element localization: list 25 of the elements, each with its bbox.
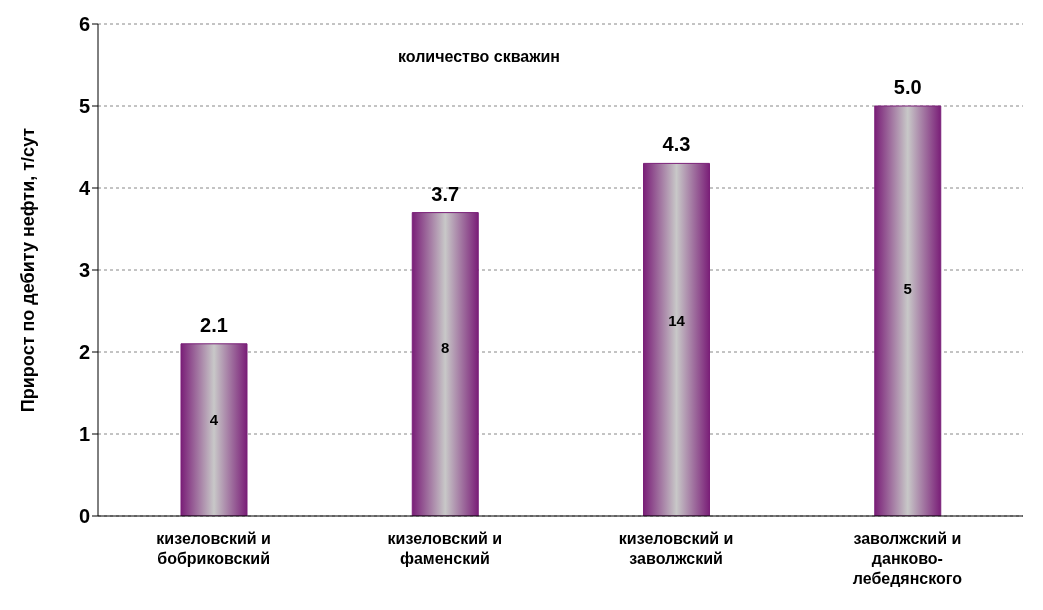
- annotation: 8: [441, 339, 450, 357]
- y-tick-label: 5: [78, 95, 90, 118]
- x-tick-label: кизеловский и заволжский: [618, 530, 734, 567]
- annotation: 5: [903, 280, 912, 298]
- annotation: количество скважин: [398, 48, 560, 66]
- data-label: 2.1: [200, 313, 228, 336]
- bar: [180, 343, 248, 516]
- data-label: 5.0: [893, 76, 922, 98]
- y-tick-label: 3: [78, 259, 90, 282]
- x-tick-label: кизеловский и фаменский: [387, 530, 503, 567]
- bar: [874, 105, 942, 516]
- x-tick-label: кизеловский и бобриковский: [156, 530, 271, 567]
- y-axis-title: Прирост по дебиту нефти, т/сут: [18, 127, 39, 413]
- y-tick-label: 4: [78, 177, 91, 200]
- y-tick-label: 0: [78, 505, 90, 528]
- data-label: 4.3: [662, 133, 691, 156]
- data-label: 3.7: [431, 182, 460, 205]
- annotation: 4: [209, 411, 219, 429]
- x-tick-label: заволжский и данково-лебедянского: [852, 530, 963, 587]
- y-tick-label: 2: [78, 341, 90, 364]
- bar: [411, 212, 479, 516]
- annotation: 14: [668, 312, 686, 330]
- y-tick-label: 6: [78, 13, 90, 36]
- y-tick-label: 1: [78, 423, 90, 446]
- bar: [643, 162, 710, 516]
